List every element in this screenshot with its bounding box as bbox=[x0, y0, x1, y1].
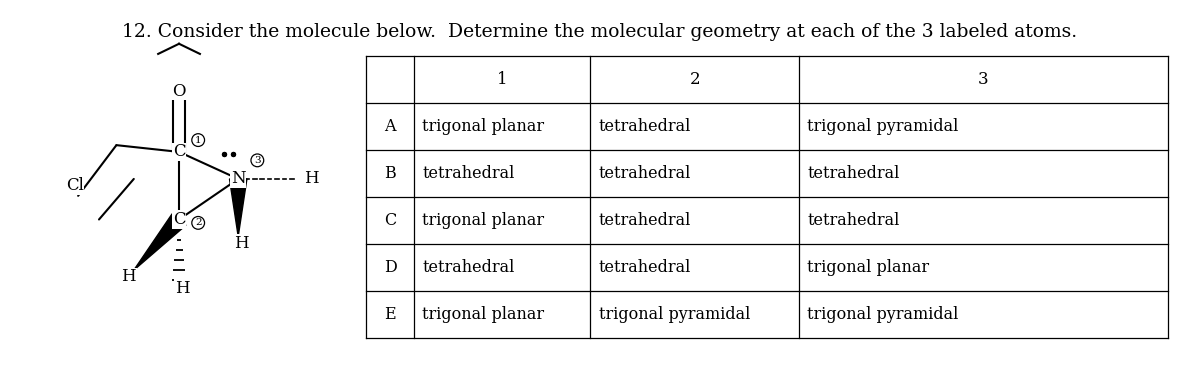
Text: trigonal pyramidal: trigonal pyramidal bbox=[808, 118, 959, 135]
Text: H: H bbox=[304, 170, 318, 187]
Text: N: N bbox=[230, 170, 246, 187]
Text: tetrahedral: tetrahedral bbox=[422, 259, 515, 276]
Text: tetrahedral: tetrahedral bbox=[599, 118, 691, 135]
Text: D: D bbox=[384, 259, 396, 276]
Text: tetrahedral: tetrahedral bbox=[599, 212, 691, 229]
Text: tetrahedral: tetrahedral bbox=[599, 165, 691, 182]
Text: 3: 3 bbox=[978, 71, 989, 88]
Text: 1: 1 bbox=[497, 71, 508, 88]
Text: 3: 3 bbox=[254, 156, 260, 165]
Text: tetrahedral: tetrahedral bbox=[808, 212, 900, 229]
Text: B: B bbox=[384, 165, 396, 182]
Text: tetrahedral: tetrahedral bbox=[599, 259, 691, 276]
Text: E: E bbox=[384, 306, 396, 323]
Text: H: H bbox=[121, 268, 136, 285]
Polygon shape bbox=[134, 214, 186, 270]
Polygon shape bbox=[229, 179, 247, 237]
Text: Cl: Cl bbox=[66, 177, 84, 194]
Text: tetrahedral: tetrahedral bbox=[808, 165, 900, 182]
Text: C: C bbox=[173, 211, 185, 228]
Text: 1: 1 bbox=[194, 136, 202, 145]
Text: C: C bbox=[384, 212, 396, 229]
Text: A: A bbox=[384, 118, 396, 135]
Text: trigonal pyramidal: trigonal pyramidal bbox=[599, 306, 750, 323]
Text: C: C bbox=[173, 143, 185, 161]
Text: 12. Consider the molecule below.  Determine the molecular geometry at each of th: 12. Consider the molecule below. Determi… bbox=[122, 23, 1078, 41]
Text: trigonal planar: trigonal planar bbox=[422, 306, 545, 323]
Text: 2: 2 bbox=[194, 218, 202, 227]
Text: trigonal planar: trigonal planar bbox=[422, 118, 545, 135]
Text: O: O bbox=[173, 83, 186, 99]
Text: H: H bbox=[175, 280, 190, 297]
Text: trigonal planar: trigonal planar bbox=[422, 212, 545, 229]
Text: trigonal planar: trigonal planar bbox=[808, 259, 929, 276]
Text: tetrahedral: tetrahedral bbox=[422, 165, 515, 182]
Text: trigonal pyramidal: trigonal pyramidal bbox=[808, 306, 959, 323]
Text: 2: 2 bbox=[689, 71, 700, 88]
Text: H: H bbox=[234, 235, 248, 252]
